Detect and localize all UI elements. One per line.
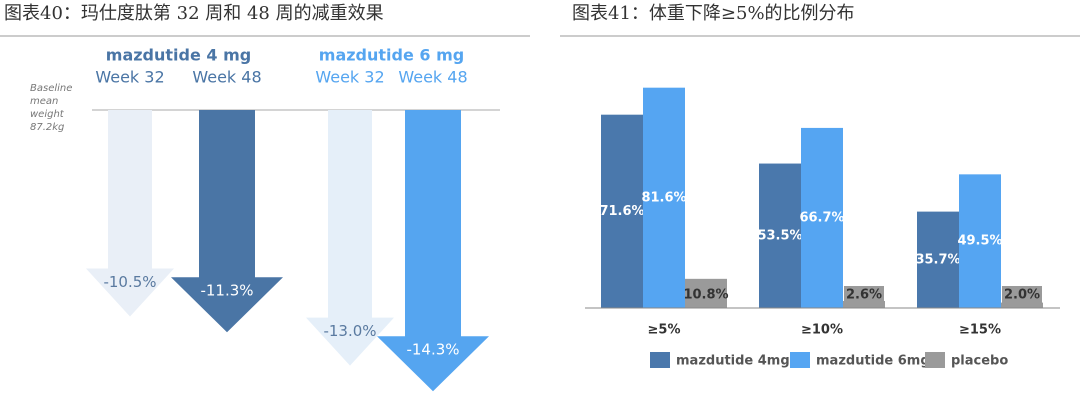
value-label: 2.6%: [846, 288, 882, 303]
value-label: 10.8%: [683, 288, 728, 303]
bar: [959, 174, 1001, 308]
value-label: 49.5%: [957, 234, 1002, 249]
value-label-bg: [1002, 286, 1042, 303]
value-label: 71.6%: [599, 204, 644, 219]
legend-swatch: [650, 352, 670, 368]
bar: [917, 211, 959, 308]
value-label-bg: [686, 286, 726, 303]
x-tick-label: Week 48: [398, 68, 467, 87]
x-tick-label: Week 32: [315, 68, 384, 87]
arrow: [171, 110, 283, 333]
value-label-bg: [844, 286, 884, 303]
value-label: -11.3%: [200, 282, 253, 300]
value-label: 2.0%: [1004, 288, 1040, 303]
value-label: -14.3%: [406, 341, 459, 359]
arrow: [377, 110, 489, 392]
x-tick-label: Week 32: [95, 68, 164, 87]
value-label: 66.7%: [799, 210, 844, 225]
value-label: 81.6%: [641, 190, 686, 205]
x-tick-label: Week 48: [192, 68, 261, 87]
value-label: 53.5%: [757, 228, 802, 243]
chart-title: 图表40：玛仕度肽第 32 周和 48 周的减重效果: [4, 3, 384, 24]
value-label: -13.0%: [323, 322, 376, 340]
value-label: -10.5%: [103, 273, 156, 291]
baseline-label-box: Baseline mean weight 87.2kg: [30, 83, 73, 133]
chart-title: 图表41：体重下降≥5%的比例分布: [572, 3, 855, 24]
series-header: mazdutide 4 mg: [106, 46, 251, 65]
bar: [759, 163, 801, 308]
series-header: mazdutide 6 mg: [319, 46, 464, 65]
legend-label: placebo: [951, 354, 1008, 369]
bar: [801, 127, 843, 308]
arrow: [306, 110, 394, 366]
bar: [601, 114, 643, 309]
legend-swatch: [790, 352, 810, 368]
x-tick-label: ≥5%: [648, 323, 681, 338]
legend-swatch: [925, 352, 945, 368]
legend-label: mazdutide 6mg: [816, 354, 930, 369]
value-label: 35.7%: [915, 252, 960, 267]
bar: [643, 87, 685, 309]
x-tick-label: ≥15%: [959, 323, 1001, 338]
baseline-label: Baseline mean weight 87.2kg: [30, 83, 73, 133]
arrow: [86, 110, 174, 317]
bar: [1001, 302, 1043, 308]
x-tick-label: ≥10%: [801, 323, 843, 338]
bar: [843, 300, 885, 308]
legend-label: mazdutide 4mg: [676, 354, 790, 369]
